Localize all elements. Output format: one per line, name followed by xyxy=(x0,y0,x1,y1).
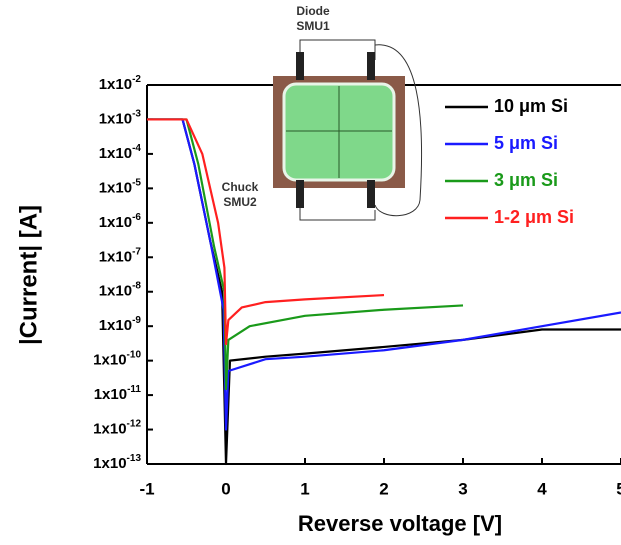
y-tick-label: 1x10-4 xyxy=(99,143,142,162)
y-axis-title: |Current| [A] xyxy=(15,205,42,345)
y-tick-label: 1x10-11 xyxy=(94,384,142,403)
wire xyxy=(299,39,423,217)
wire xyxy=(299,185,376,221)
legend-label: 1-2 μm Si xyxy=(494,207,574,227)
y-tick-label: 1x10-8 xyxy=(99,280,142,299)
y-tick-label: 1x10-7 xyxy=(99,246,142,265)
x-axis-title: Reverse voltage [V] xyxy=(298,511,502,536)
x-tick-label: 4 xyxy=(537,479,547,498)
y-tick-label: 1x10-6 xyxy=(99,211,142,230)
probe xyxy=(367,52,375,80)
annotation: SMU1 xyxy=(296,19,330,33)
x-tick-label: 2 xyxy=(379,479,388,498)
x-tick-label: -1 xyxy=(139,479,154,498)
x-tick-label: 0 xyxy=(221,479,230,498)
x-tick-label: 5 xyxy=(616,479,621,498)
x-tick-label: 1 xyxy=(300,479,309,498)
series-line xyxy=(147,118,385,346)
y-tick-label: 1x10-13 xyxy=(93,453,141,472)
y-tick-label: 1x10-10 xyxy=(93,349,141,368)
legend-label: 3 μm Si xyxy=(494,170,558,190)
probe xyxy=(296,180,304,208)
annotation: Chuck xyxy=(222,180,259,194)
probe xyxy=(367,180,375,208)
annotation: SMU2 xyxy=(223,195,257,209)
legend-label: 10 μm Si xyxy=(494,96,568,116)
annotation: Diode xyxy=(296,4,330,18)
y-tick-label: 1x10-5 xyxy=(99,177,142,196)
probe xyxy=(296,52,304,80)
device-photo: Diode SMU1 Chuck SMU2 xyxy=(222,4,423,221)
y-tick-label: 1x10-2 xyxy=(99,74,142,93)
series-line xyxy=(147,118,464,391)
y-tick-label: 1x10-3 xyxy=(99,108,142,127)
y-tick-label: 1x10-9 xyxy=(99,315,142,334)
y-tick-label: 1x10-12 xyxy=(93,418,141,437)
series-line xyxy=(147,118,621,431)
x-tick-label: 3 xyxy=(458,479,467,498)
legend-label: 5 μm Si xyxy=(494,133,558,153)
